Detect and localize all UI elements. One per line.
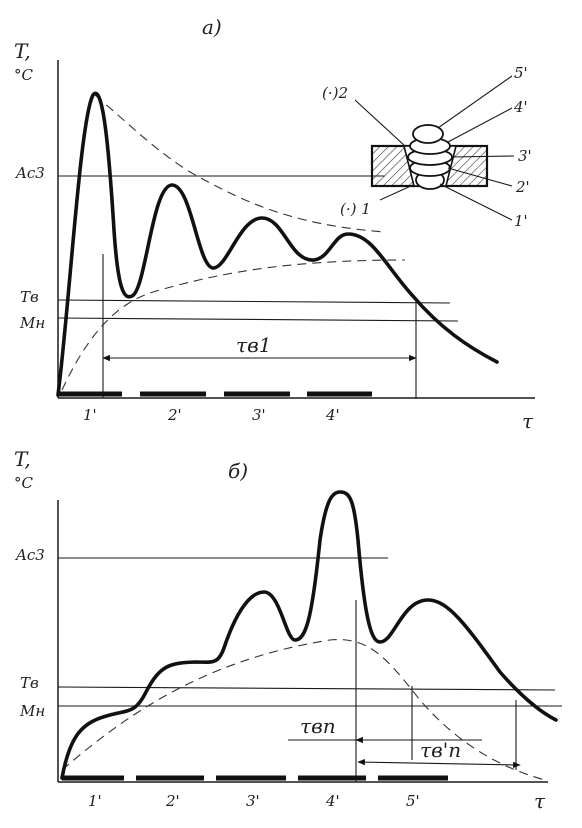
panel-a-temperature-curve [56, 91, 499, 397]
panel-a-tb-label: Tв [20, 288, 39, 306]
panel-a-lower-envelope [61, 259, 406, 391]
panel-b-pass-label: 4' [325, 792, 340, 810]
panel-b-tb-line [57, 686, 556, 691]
panel-b-envelope [61, 639, 546, 781]
panel-a-y-axis-label: T, °C [14, 39, 34, 84]
y-axis-labels: T, °C T, °C [14, 39, 34, 492]
panel-a-pass-label: 2' [167, 406, 182, 424]
panel-b-tb-label: Tв [20, 674, 39, 692]
panel-a-upper-envelope [94, 94, 386, 233]
layer-1-leader [439, 183, 513, 221]
panel-b-ac3-label: Ac3 [14, 546, 45, 564]
point-1-leader [379, 184, 414, 201]
point-2-label: (·)2 [322, 84, 348, 102]
panel-b-interval-1-label: τвп [300, 714, 336, 738]
panel-a-title: а) [202, 15, 222, 39]
weld-layer-5 [412, 124, 444, 144]
panel-a-mn-label: Mн [19, 314, 45, 332]
layer-2-leader [447, 167, 513, 187]
panel-a-pass-label: 4' [325, 406, 340, 424]
panel-b-title: б) [228, 459, 248, 483]
panel-a-interval-label: τв1 [236, 333, 271, 357]
layer-4-label: 4' [513, 98, 528, 116]
panel-b-mn-label: Mн [19, 702, 45, 720]
panel-b-interval-2-label: τв'п [420, 738, 461, 762]
panel-a-tb-line [57, 299, 451, 304]
panel-b-pass-label: 5' [406, 792, 420, 810]
panel-b: б) τ Ac3 Tв Mн τвп τв'п 1' 2' 3' 4' 5' [14, 459, 562, 813]
panel-b-interval-2-arrow [357, 759, 521, 768]
point-2-leader [354, 99, 406, 147]
panel-a-x-axis-label: τ [522, 409, 534, 433]
panel-a-pass-label: 3' [252, 406, 266, 424]
panel-b-pass-label: 1' [88, 792, 102, 810]
panel-a-pass-label: 1' [83, 406, 97, 424]
panel-a-mn-line [57, 317, 459, 322]
weld-cross-section-inset: (·)2 (·) 1 5' 4' 3' 2' 1' [322, 64, 532, 230]
panel-a: а) τ Ac3 Tв Mн τв1 1' 2' 3' 4' [14, 15, 535, 433]
layer-5-leader [437, 75, 513, 129]
layer-1-label: 1' [514, 212, 528, 230]
layer-3-leader [451, 155, 515, 158]
panel-a-ac3-label: Ac3 [14, 164, 45, 182]
layer-2-label: 2' [515, 178, 530, 196]
panel-b-pass-label: 3' [246, 792, 260, 810]
panel-b-temperature-curve [60, 490, 558, 780]
point-1-label: (·) 1 [340, 200, 371, 218]
panel-b-x-axis-label: τ [534, 789, 546, 813]
panel-b-pass-label: 2' [165, 792, 180, 810]
layer-4-leader [447, 107, 513, 143]
panel-b-y-axis-label: T, °C [14, 447, 34, 492]
layer-5-label: 5' [514, 64, 528, 82]
layer-3-label: 3' [518, 147, 532, 165]
